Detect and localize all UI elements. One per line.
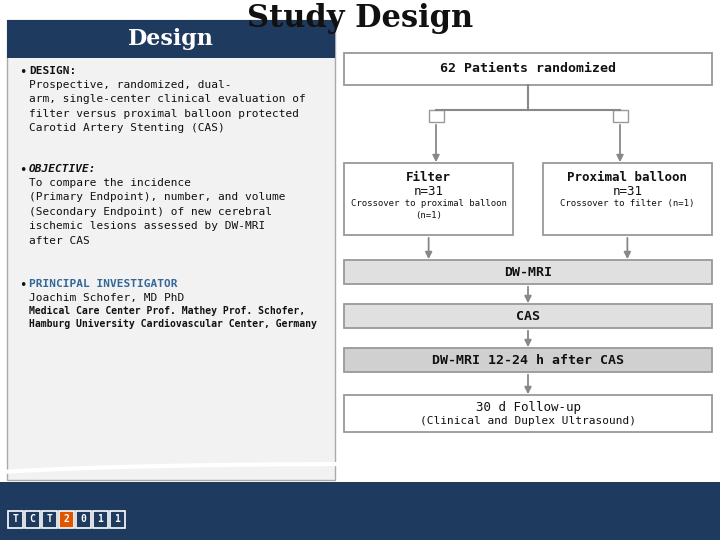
Bar <box>344 304 712 328</box>
Bar <box>344 395 712 432</box>
Text: DW-MRI 12-24 h after CAS: DW-MRI 12-24 h after CAS <box>432 354 624 367</box>
Text: •: • <box>19 279 27 292</box>
Text: •: • <box>19 66 27 79</box>
Text: Crossover to filter (n=1): Crossover to filter (n=1) <box>560 199 695 208</box>
Text: Design: Design <box>128 28 214 50</box>
Bar <box>613 110 628 122</box>
Text: 1: 1 <box>98 515 104 524</box>
Text: 1: 1 <box>114 515 120 524</box>
Bar <box>344 163 513 235</box>
Text: CAS: CAS <box>516 309 540 322</box>
Text: T: T <box>47 515 53 524</box>
Bar <box>344 260 712 284</box>
Bar <box>8 511 23 528</box>
Text: Proximal balloon: Proximal balloon <box>567 171 688 184</box>
Text: To compare the incidence
(Primary Endpoint), number, and volume
(Secondary Endpo: To compare the incidence (Primary Endpoi… <box>29 178 286 246</box>
Text: Study Design: Study Design <box>247 3 473 33</box>
Text: T: T <box>12 515 19 524</box>
Bar <box>543 163 712 235</box>
Text: •: • <box>19 164 27 177</box>
Bar <box>7 20 335 480</box>
Bar <box>0 482 720 540</box>
Bar <box>25 511 40 528</box>
Text: DESIGN:: DESIGN: <box>29 66 76 76</box>
Bar <box>428 110 444 122</box>
Text: DW-MRI: DW-MRI <box>504 266 552 279</box>
Text: C: C <box>30 515 35 524</box>
Bar <box>42 511 57 528</box>
Text: 0: 0 <box>81 515 86 524</box>
Bar <box>7 20 335 58</box>
Text: Prospective, randomized, dual-
arm, single-center clinical evaluation of
filter : Prospective, randomized, dual- arm, sing… <box>29 80 306 133</box>
Text: (Clinical and Duplex Ultrasound): (Clinical and Duplex Ultrasound) <box>420 416 636 427</box>
Text: 62 Patients randomized: 62 Patients randomized <box>440 63 616 76</box>
Text: Joachim Schofer, MD PhD: Joachim Schofer, MD PhD <box>29 293 184 303</box>
Bar <box>344 348 712 372</box>
Text: 30 d Follow-up: 30 d Follow-up <box>475 401 580 414</box>
Bar <box>59 511 74 528</box>
Text: OBJECTIVE:: OBJECTIVE: <box>29 164 96 174</box>
Text: PRINCIPAL INVESTIGATOR: PRINCIPAL INVESTIGATOR <box>29 279 178 289</box>
Polygon shape <box>0 0 720 482</box>
Bar <box>344 53 712 85</box>
Text: 2: 2 <box>63 515 69 524</box>
Text: Medical Care Center Prof. Mathey Prof. Schofer,
Hamburg University Cardiovascula: Medical Care Center Prof. Mathey Prof. S… <box>29 306 317 329</box>
Bar <box>76 511 91 528</box>
Text: Filter: Filter <box>406 171 451 184</box>
Text: n=31: n=31 <box>612 185 642 198</box>
Bar <box>110 511 125 528</box>
Text: Crossover to proximal balloon
(n=1): Crossover to proximal balloon (n=1) <box>351 199 507 220</box>
Bar <box>93 511 108 528</box>
Text: n=31: n=31 <box>413 185 444 198</box>
